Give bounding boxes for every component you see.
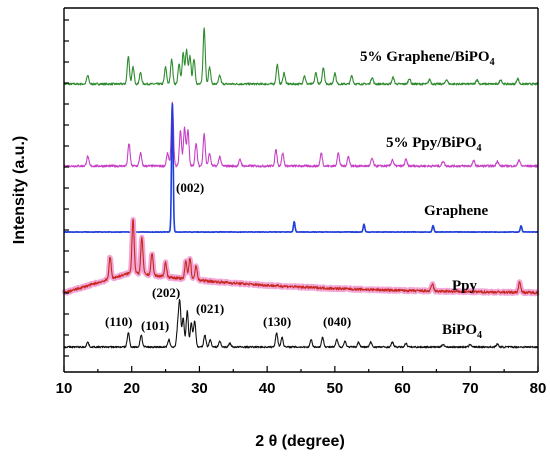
series-line-5-graphene-bipo [63,27,539,86]
x-tick-label-80: 80 [530,380,547,397]
peak-label-101: (101) [141,318,169,333]
x-tick-label-40: 40 [259,380,276,397]
x-tick-label-10: 10 [56,380,73,397]
x-tick-label-70: 70 [462,380,479,397]
series-label-ppy: Ppy [452,278,478,294]
series-line-bipo [63,298,539,349]
x-tick-label-20: 20 [123,380,140,397]
peak-label-021: (021) [196,301,224,316]
series-line-ppy [63,218,539,295]
ticks-layer: 10 20 30 40 50 60 70 80 [56,19,547,397]
series-label-bipo4: BiPO4 [442,322,482,341]
series-line-5-ppy-bipo [63,101,539,168]
y-axis-title: Intensity (a.u.) [11,136,28,244]
peak-label-040: (040) [323,314,351,329]
peak-label-110: (110) [105,314,132,329]
series-layer [61,27,541,349]
series-label-ppy-bipo4: 5% Ppy/BiPO4 [386,135,481,154]
series-label-graphene: Graphene [424,203,489,219]
x-axis-title: 2 θ (degree) [255,433,345,450]
x-tick-label-50: 50 [327,380,344,397]
peak-label-130: (130) [263,314,291,329]
series-label-graphene-bipo4: 5% Graphene/BiPO4 [360,49,495,68]
peak-label-202: (202) [152,285,180,300]
x-tick-label-60: 60 [394,380,411,397]
peak-label-002: (002) [176,180,204,195]
series-line-graphene [63,103,539,234]
x-tick-label-30: 30 [191,380,208,397]
